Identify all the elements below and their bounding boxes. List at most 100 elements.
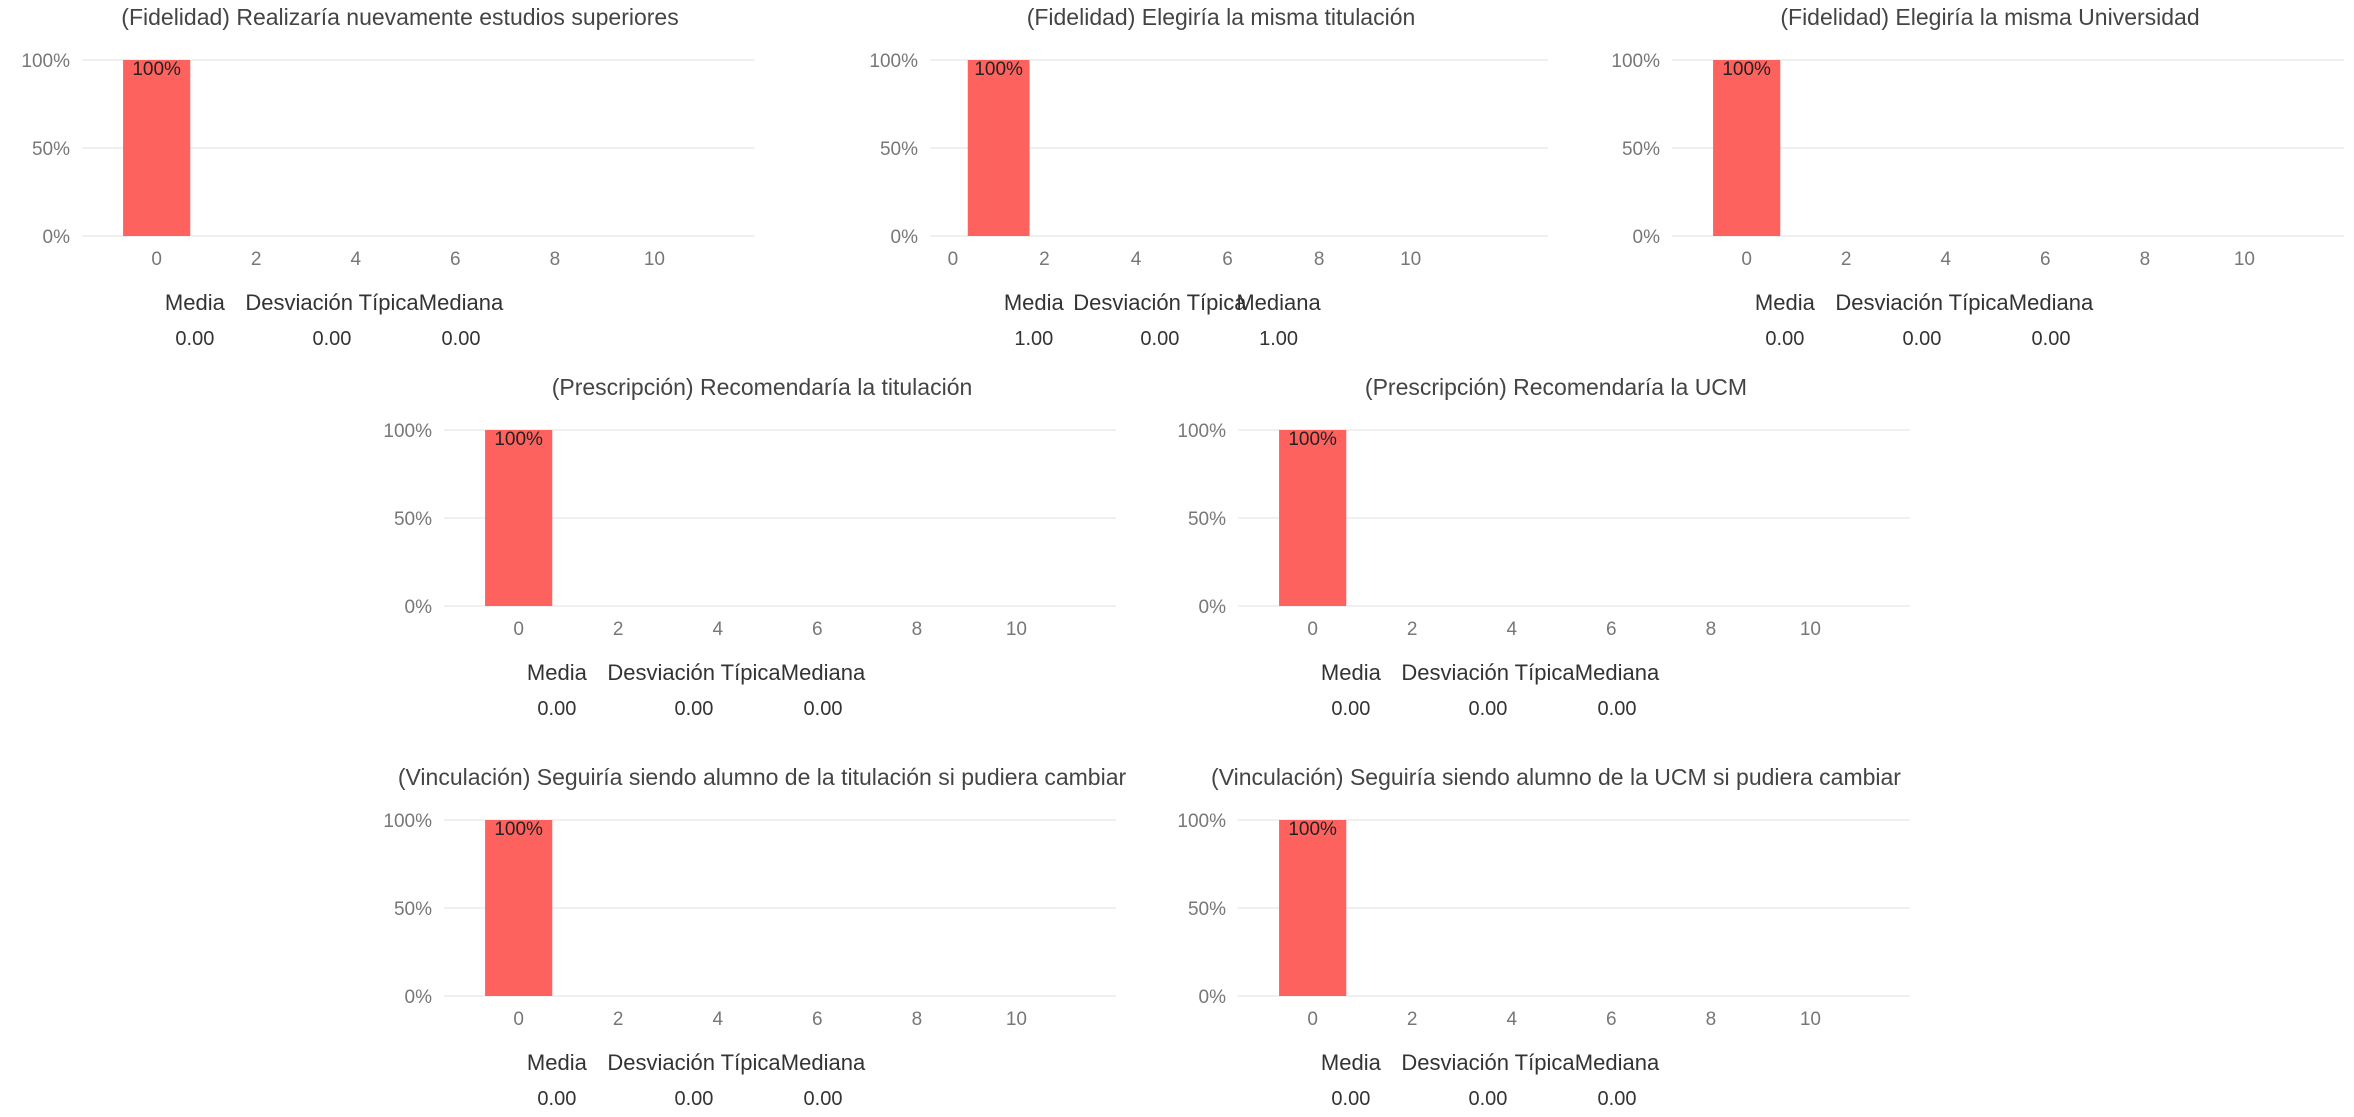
x-tick-label: 6 xyxy=(1606,1009,1617,1030)
y-tick-label: 100% xyxy=(383,421,432,442)
y-tick-label: 0% xyxy=(405,597,433,618)
y-tick-label: 50% xyxy=(394,899,432,920)
stat-value: 0.00 xyxy=(175,328,215,350)
stat-label: Mediana xyxy=(1574,660,1660,685)
x-tick-label: 2 xyxy=(613,1009,624,1030)
x-tick-label: 2 xyxy=(613,619,624,640)
y-tick-label: 0% xyxy=(891,227,919,248)
x-tick-label: 6 xyxy=(450,249,461,270)
stat-label: Desviación Típica xyxy=(1401,660,1575,685)
bar[interactable] xyxy=(1279,430,1347,606)
y-tick-label: 50% xyxy=(1188,899,1226,920)
bar-data-label: 100% xyxy=(494,429,543,450)
y-tick-label: 0% xyxy=(1199,597,1227,618)
stat-value: 1.00 xyxy=(1014,328,1054,350)
stat-value: 0.00 xyxy=(1331,698,1371,720)
y-tick-label: 100% xyxy=(869,51,918,72)
stat-std: Desviación Típica 0.00 xyxy=(607,1050,780,1111)
stat-label: Desviación Típica xyxy=(1835,290,2009,315)
bar-data-label: 100% xyxy=(1288,819,1337,840)
bar[interactable] xyxy=(1279,820,1347,996)
stat-median: Mediana 0.00 xyxy=(781,660,865,721)
bar-chart: 0% 50% 100% 100% 0 2 4 6 8 10 xyxy=(1177,421,1910,640)
stat-mean: Media 0.00 xyxy=(1755,290,1815,351)
x-tick-label: 4 xyxy=(1131,249,1142,270)
stat-median: Mediana 0.00 xyxy=(781,1050,865,1111)
x-tick-label: 8 xyxy=(1706,619,1717,640)
x-tick-label: 0 xyxy=(513,1009,524,1030)
stat-value: 0.00 xyxy=(537,698,577,720)
stat-value: 0.00 xyxy=(674,1088,714,1110)
bar-data-label: 100% xyxy=(1288,429,1337,450)
bar[interactable] xyxy=(123,60,191,236)
stat-value: 0.00 xyxy=(2031,328,2071,350)
x-tick-label: 4 xyxy=(1506,1009,1517,1030)
x-tick-label: 6 xyxy=(1222,249,1233,270)
bar-data-label: 100% xyxy=(132,59,181,80)
stat-label: Media xyxy=(164,290,225,315)
x-tick-label: 10 xyxy=(1800,619,1821,640)
x-tick-label: 2 xyxy=(1039,249,1050,270)
stat-label: Media xyxy=(1754,290,1815,315)
stat-value: 0.00 xyxy=(1597,698,1637,720)
stat-label: Media xyxy=(526,660,587,685)
bar[interactable] xyxy=(485,430,553,606)
stat-value: 0.00 xyxy=(1468,698,1508,720)
stat-label: Mediana xyxy=(780,660,866,685)
y-tick-label: 50% xyxy=(1622,139,1660,160)
x-tick-label: 10 xyxy=(2234,249,2255,270)
x-tick-label: 4 xyxy=(350,249,361,270)
stat-std: Desviación Típica 0.00 xyxy=(1401,1050,1574,1111)
bar-chart: 0% 50% 100% 100% 0 2 4 6 8 10 xyxy=(1177,811,1910,1030)
stat-label: Desviación Típica xyxy=(607,660,781,685)
y-tick-label: 0% xyxy=(1633,227,1661,248)
bar-data-label: 100% xyxy=(1722,59,1771,80)
stat-mean: Media 0.00 xyxy=(1321,660,1381,721)
bar[interactable] xyxy=(967,60,1030,236)
x-tick-label: 6 xyxy=(2040,249,2051,270)
stat-value: 0.00 xyxy=(1468,1088,1508,1110)
x-tick-label: 10 xyxy=(1006,1009,1027,1030)
stat-label: Desviación Típica xyxy=(1073,290,1247,315)
stat-std: Desviación Típica 0.00 xyxy=(1835,290,2008,351)
stat-label: Media xyxy=(1320,1050,1381,1075)
stat-value: 0.00 xyxy=(312,328,352,350)
bar[interactable] xyxy=(485,820,553,996)
stat-std: Desviación Típica 0.00 xyxy=(1073,290,1246,351)
chart-title: (Fidelidad) Elegiría la misma Universida… xyxy=(1780,4,2200,30)
y-tick-label: 100% xyxy=(383,811,432,832)
stat-label: Mediana xyxy=(1236,290,1321,315)
stat-value: 0.00 xyxy=(1902,328,1942,350)
x-tick-label: 6 xyxy=(812,1009,823,1030)
stat-std: Desviación Típica 0.00 xyxy=(245,290,418,351)
bar-chart: 0% 50% 100% 100% 0 2 4 6 8 10 xyxy=(383,421,1116,640)
chart-title: (Prescripción) Recomendaría la UCM xyxy=(1364,374,1748,400)
stat-value: 0.00 xyxy=(1331,1088,1371,1110)
stat-value: 0.00 xyxy=(1597,1088,1637,1110)
stat-median: Mediana 0.00 xyxy=(2009,290,2093,351)
stat-value: 0.00 xyxy=(803,698,843,720)
x-tick-label: 10 xyxy=(644,249,665,270)
x-tick-label: 2 xyxy=(1407,1009,1418,1030)
bar-chart: 0% 50% 100% 100% 0 2 4 6 8 10 xyxy=(869,51,1548,270)
stat-value: 1.00 xyxy=(1259,328,1299,350)
y-tick-label: 0% xyxy=(43,227,71,248)
y-tick-label: 100% xyxy=(1611,51,1660,72)
x-tick-label: 0 xyxy=(948,249,959,270)
bar-chart: 0% 50% 100% 100% 0 2 4 6 8 10 xyxy=(383,811,1116,1030)
x-tick-label: 4 xyxy=(712,1009,723,1030)
x-tick-label: 8 xyxy=(550,249,561,270)
stat-label: Media xyxy=(526,1050,587,1075)
x-tick-label: 8 xyxy=(1314,249,1325,270)
bar[interactable] xyxy=(1713,60,1781,236)
stat-value: 0.00 xyxy=(441,328,481,350)
x-tick-label: 10 xyxy=(1400,249,1421,270)
x-tick-label: 8 xyxy=(912,619,923,640)
bar-data-label: 100% xyxy=(494,819,543,840)
y-tick-label: 100% xyxy=(1177,421,1226,442)
x-tick-label: 4 xyxy=(1506,619,1517,640)
stat-std: Desviación Típica 0.00 xyxy=(1401,660,1574,721)
stat-median: Mediana 0.00 xyxy=(1575,1050,1659,1111)
stat-std: Desviación Típica 0.00 xyxy=(607,660,780,721)
stat-value: 0.00 xyxy=(537,1088,577,1110)
